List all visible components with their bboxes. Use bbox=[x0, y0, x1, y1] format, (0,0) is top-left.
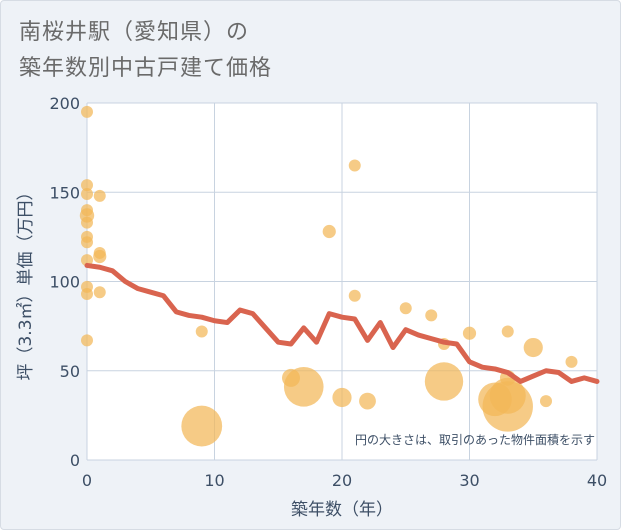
bubble-point-0 bbox=[81, 105, 93, 118]
chart-title-line1: 南桜井駅（愛知県）の bbox=[19, 20, 250, 45]
bubble-point-26 bbox=[425, 309, 438, 322]
bubble-size-note: 円の大きさは、取引のあった物件面積を示す bbox=[355, 432, 595, 447]
y-tick-label-4: 200 bbox=[49, 94, 80, 113]
bubble-point-27 bbox=[424, 362, 464, 401]
bubble-point-5 bbox=[81, 216, 93, 229]
bubble-point-2 bbox=[81, 188, 93, 201]
bubble-point-1 bbox=[81, 179, 93, 192]
bubble-point-22 bbox=[348, 159, 361, 172]
bubble-point-19 bbox=[283, 367, 324, 407]
bubble-point-14 bbox=[93, 249, 107, 264]
y-tick-label-1: 50 bbox=[60, 362, 80, 381]
bubble-point-35 bbox=[523, 337, 543, 358]
bubble-point-15 bbox=[93, 286, 106, 299]
bubble-point-32 bbox=[489, 377, 526, 414]
trend-line bbox=[84, 262, 600, 384]
bubble-point-21 bbox=[332, 387, 352, 408]
bubble-point-8 bbox=[81, 254, 93, 267]
x-axis-ticks: 0 10 20 30 40 bbox=[82, 471, 607, 490]
x-tick-label-3: 30 bbox=[459, 471, 479, 490]
y-tick-label-0: 0 bbox=[70, 451, 80, 470]
bubble-point-12 bbox=[93, 189, 106, 202]
y-axis-title: 坪（3.3㎡）単価（万円） bbox=[16, 183, 36, 380]
trend-line-series bbox=[84, 262, 600, 384]
bubble-point-36 bbox=[540, 395, 552, 408]
bubble-point-11 bbox=[81, 334, 93, 347]
bubble-point-20 bbox=[322, 224, 336, 239]
x-tick-label-0: 0 bbox=[82, 471, 92, 490]
bubble-point-23 bbox=[348, 289, 361, 302]
bubble-point-16 bbox=[195, 325, 208, 338]
bubble-point-17 bbox=[181, 405, 223, 447]
x-tick-label-2: 20 bbox=[332, 471, 352, 490]
y-tick-label-2: 100 bbox=[49, 273, 80, 292]
grid-lines bbox=[86, 102, 598, 461]
bubble-point-10 bbox=[81, 287, 93, 300]
y-axis-ticks: 0 50 100 150 200 bbox=[49, 94, 80, 470]
bubble-point-34 bbox=[501, 325, 514, 338]
bubble-point-37 bbox=[565, 355, 578, 368]
bubble-point-24 bbox=[359, 392, 376, 410]
bubble-point-29 bbox=[462, 326, 477, 340]
y-tick-label-3: 150 bbox=[49, 183, 80, 202]
chart-title-line2: 築年数別中古戸建て価格 bbox=[19, 56, 273, 81]
x-tick-label-1: 10 bbox=[204, 471, 224, 490]
bubble-point-25 bbox=[399, 302, 412, 315]
chart-title: 南桜井駅（愛知県）の 築年数別中古戸建て価格 bbox=[19, 15, 272, 87]
x-axis-title: 築年数（年） bbox=[291, 500, 393, 520]
bubble-point-7 bbox=[81, 236, 93, 249]
x-tick-label-4: 40 bbox=[587, 471, 607, 490]
